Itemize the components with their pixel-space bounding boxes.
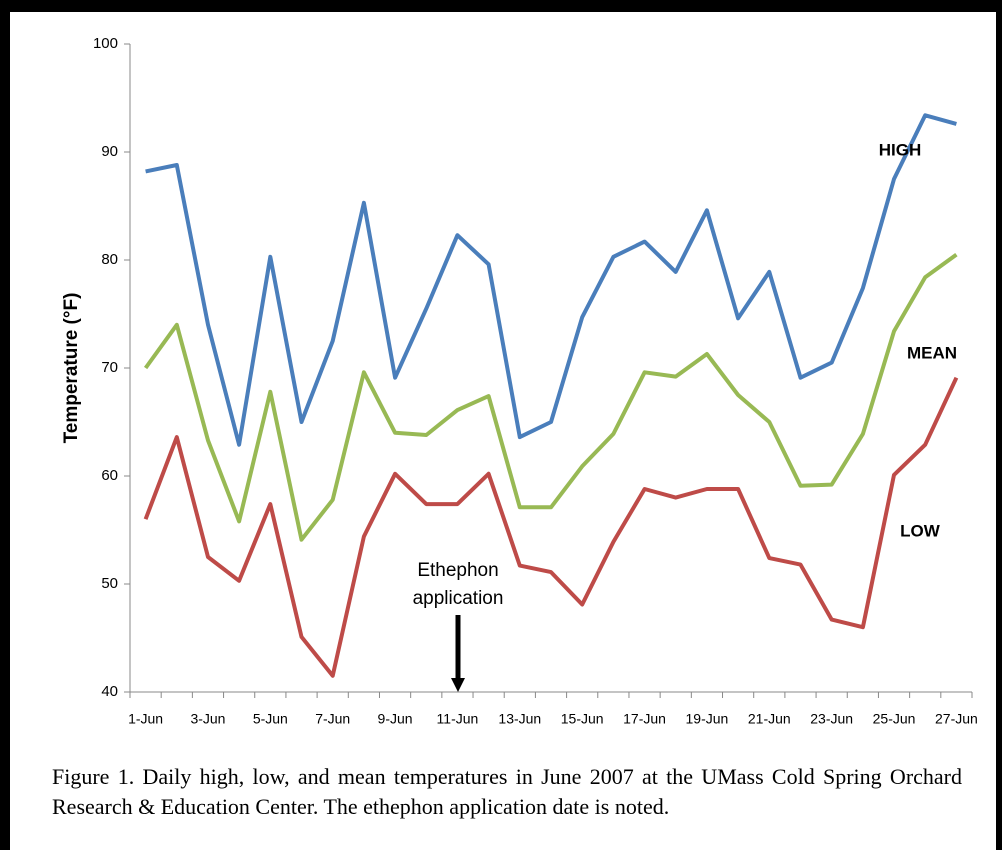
y-axis-label: Temperature (°F) [61, 293, 82, 444]
series-label: HIGH [879, 140, 922, 159]
x-tick-label: 11-Jun [437, 711, 479, 727]
x-tick-label: 21-Jun [748, 711, 791, 727]
series-label: LOW [900, 521, 941, 540]
line [143, 376, 959, 678]
arrow [451, 615, 465, 692]
x-tick-label: 5-Jun [253, 711, 288, 727]
series-label: MEAN [907, 343, 957, 362]
x-tick-label: 7-Jun [315, 711, 350, 727]
y-tick-label: 60 [101, 467, 118, 484]
x-tick-label: 19-Jun [686, 711, 729, 727]
line [143, 252, 958, 542]
x-tick-label: 17-Jun [623, 711, 666, 727]
y-tick-label: 90 [101, 143, 118, 160]
y-tick-label: 80 [101, 251, 118, 268]
x-tick-label: 1-Jun [128, 711, 163, 727]
y-tick-label: 40 [101, 683, 118, 700]
line [145, 113, 957, 447]
y-tick-label: 50 [101, 575, 118, 592]
x-tick-label: 15-Jun [561, 711, 604, 727]
x-tick-label: 9-Jun [378, 711, 413, 727]
caption: Figure 1. Daily high, low, and mean temp… [52, 764, 962, 819]
y-tick-label: 100 [93, 35, 118, 52]
annotation: Ethephon application [412, 560, 504, 609]
x-tick-label: 25-Jun [873, 711, 916, 727]
y-tick-label: 70 [101, 359, 118, 376]
x-tick-label: 13-Jun [498, 711, 541, 727]
x-tick-label: 27-Jun [935, 711, 978, 727]
x-tick-label: 3-Jun [190, 711, 225, 727]
x-tick-label: 23-Jun [810, 711, 853, 727]
